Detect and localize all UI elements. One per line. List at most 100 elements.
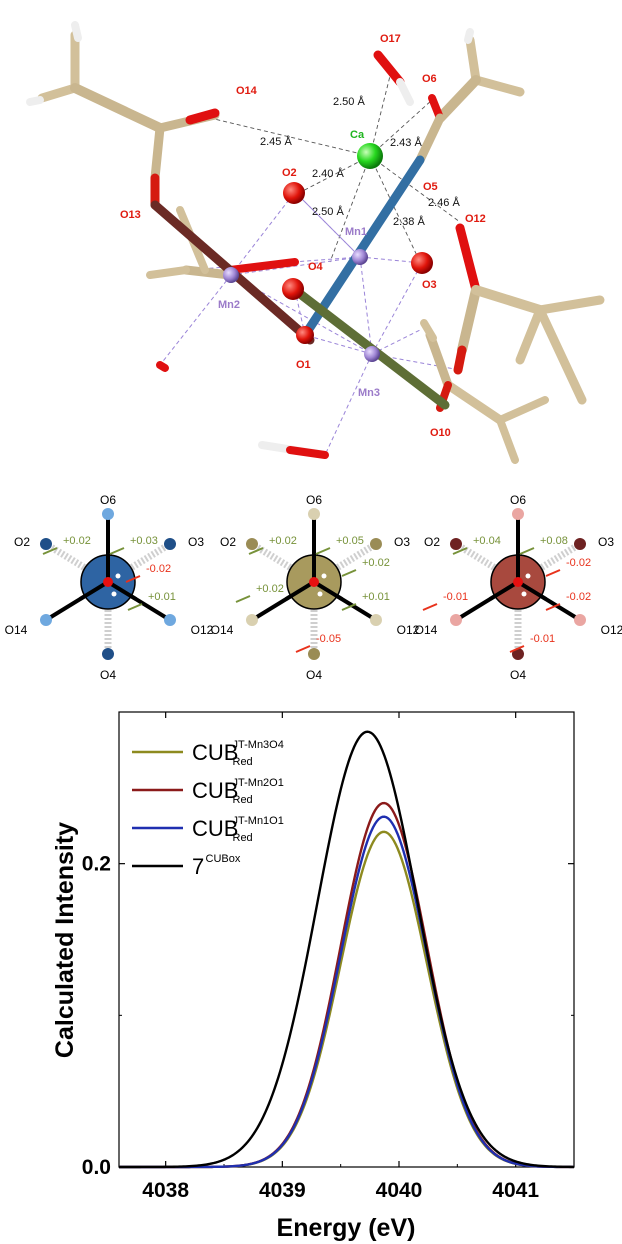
legend-superscript: JT-Mn1O1 [233,815,284,827]
ligand-right [453,223,605,405]
shift-arrow [42,547,58,555]
shift-arrow [315,547,331,555]
metal-dot [309,577,319,587]
shift-label: +0.01 [148,591,176,603]
ligand-atom [450,538,462,550]
shift-arrow [452,547,468,555]
shift-label: -0.01 [443,591,468,603]
atom-label: Mn1 [345,226,367,238]
ligand-atom [164,538,176,550]
ligand-atom [308,648,320,660]
legend-label: CUB [192,778,238,803]
shift-label: +0.01 [362,591,390,603]
ligand-atom [246,538,258,550]
shift-label: -0.02 [566,591,591,603]
shift-arrow [341,569,357,577]
distance-label: 2.40 Å [312,167,344,180]
y-tick-label: 0.2 [82,853,111,876]
ligand-atom [512,508,524,520]
ligand-label: O4 [100,668,116,682]
mn2-atom [223,267,239,283]
electron-dot [317,591,323,597]
o4-atom [282,278,304,300]
mn3-atom [364,346,380,362]
ligand-topleft [26,21,220,210]
shift-arrow [295,645,311,653]
plot-frame [118,711,575,1168]
ligand-label: O12 [191,623,214,637]
ligand-label: O12 [397,623,420,637]
ligand-atom [450,614,462,626]
legend-superscript: JT-Mn3O4 [233,739,284,751]
shift-label: +0.08 [540,535,568,547]
shift-label: +0.04 [473,535,501,547]
shift-arrow [422,603,438,611]
shift-arrow [545,603,561,611]
series-line [119,801,575,1169]
bond [285,580,316,601]
ligand-label: O3 [188,535,204,549]
ligand-label: O6 [100,493,116,507]
shift-label: -0.02 [566,557,591,569]
shift-arrow [127,603,143,611]
distance-label: 2.46 Å [428,196,460,209]
ligand-label: O2 [220,535,236,549]
shift-label: -0.05 [316,633,341,645]
electron-dot [111,591,117,597]
bond [516,580,547,601]
o2-atom [283,182,305,204]
ligand-label: O12 [601,623,622,637]
atom-label: Mn2 [218,299,240,311]
atom-label: O3 [422,279,437,291]
ligand-atom [246,614,258,626]
bond [312,580,343,601]
shift-arrow [125,575,141,583]
ligand-atom [512,648,524,660]
bond [106,580,137,601]
atom-label: O13 [120,209,141,221]
ligand-atom [40,538,52,550]
atom-label: O17 [380,33,401,45]
ligand-atom [574,538,586,550]
ligand-label: O3 [394,535,410,549]
metal-dot [513,577,523,587]
ca-atom [357,143,383,169]
ligand-atom [102,648,114,660]
ligand-label: O14 [211,623,234,637]
distance-label: 2.50 Å [312,205,344,218]
legend-label: 7 [192,854,204,879]
shift-label: +0.02 [269,535,297,547]
structure-panel: 2.50 Å 2.43 Å 2.45 Å 2.40 Å 2.50 Å 2.38 … [26,21,605,464]
atom-label: Mn3 [358,387,380,399]
legend-label: CUB [192,740,238,765]
series-curves [119,730,575,1169]
bond-mn1-blue [300,155,425,340]
shift-label: +0.03 [130,535,158,547]
atom-label: O12 [465,213,486,225]
axis-ticks: 4038 4039 4040 4041 0.0 0.2 [82,711,575,1202]
x-tick-label: 4041 [492,1179,539,1202]
distance-label: 2.43 Å [390,136,422,149]
shift-arrow [545,569,561,577]
legend: CUBJT-Mn3O4RedCUBJT-Mn2O1RedCUBJT-Mn1O1R… [132,739,284,879]
ligand-atom [308,508,320,520]
distance-label: 2.45 Å [260,135,292,148]
shift-arrow [235,595,251,603]
o1-atom [296,326,314,344]
shift-arrow [341,603,357,611]
o3-atom [411,252,433,274]
ligand-label: O14 [415,623,438,637]
electron-dot [525,573,531,579]
ligand-atom [102,508,114,520]
shift-label: +0.02 [256,583,284,595]
ligand-label: O2 [14,535,30,549]
series-line [119,830,574,1169]
bond [79,580,110,601]
atom-label: O1 [296,359,311,371]
ligand-label: O6 [510,493,526,507]
shift-arrow [109,547,125,555]
atom-label: O10 [430,427,451,439]
ligand-atom [40,614,52,626]
mn1-atom [352,249,368,265]
legend-subscript: Red [233,794,253,806]
